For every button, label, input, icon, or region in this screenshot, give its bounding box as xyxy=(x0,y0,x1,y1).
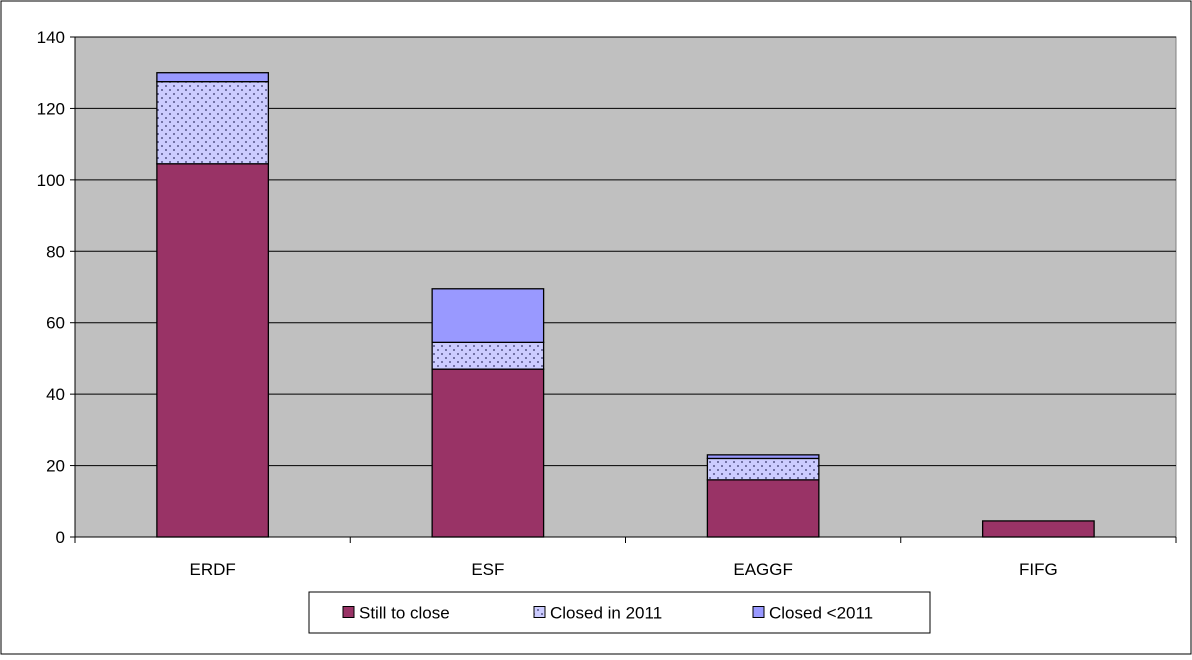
legend-swatch xyxy=(342,606,355,618)
legend-label: Closed in 2011 xyxy=(550,604,662,623)
x-tick-label: ERDF xyxy=(189,560,235,579)
x-tick-label: EAGGF xyxy=(733,560,793,579)
bar-eaggf-closed-2011 xyxy=(706,454,820,460)
legend-swatch xyxy=(533,606,546,618)
y-tick-label: 0 xyxy=(56,528,65,547)
y-tick-label: 120 xyxy=(37,99,65,118)
y-tick-label: 80 xyxy=(46,242,65,261)
bar-eaggf-still-to-close xyxy=(706,479,820,538)
legend-swatch xyxy=(752,606,765,618)
bar-eaggf-closed-in-2011 xyxy=(706,457,820,481)
legend-box xyxy=(308,591,931,634)
legend-label: Closed <2011 xyxy=(769,604,873,623)
bar-erdf-closed-2011 xyxy=(156,72,270,83)
bar-fifg-still-to-close xyxy=(981,520,1095,538)
bar-erdf-still-to-close xyxy=(156,163,270,538)
y-tick-label: 100 xyxy=(37,171,65,190)
bar-esf-closed-in-2011 xyxy=(431,341,545,370)
bar-esf-closed-2011 xyxy=(431,288,545,344)
y-axis-ticks: 0 20 40 60 80 100 120 140 xyxy=(37,28,75,547)
y-tick-label: 140 xyxy=(37,28,65,47)
y-tick-label: 40 xyxy=(46,385,65,404)
bars xyxy=(156,72,1095,538)
legend-label: Still to close xyxy=(359,604,450,623)
x-tick-label: FIFG xyxy=(1019,560,1058,579)
y-tick-label: 60 xyxy=(46,314,65,333)
y-tick-label: 20 xyxy=(46,457,65,476)
x-tick-label: ESF xyxy=(471,560,504,579)
legend: Still to close Closed in 2011 Closed <2011 xyxy=(308,591,931,634)
bar-erdf-closed-in-2011 xyxy=(156,80,270,165)
x-axis-ticks: ERDF ESF EAGGF FIFG xyxy=(74,537,1177,579)
bar-esf-still-to-close xyxy=(431,368,545,538)
